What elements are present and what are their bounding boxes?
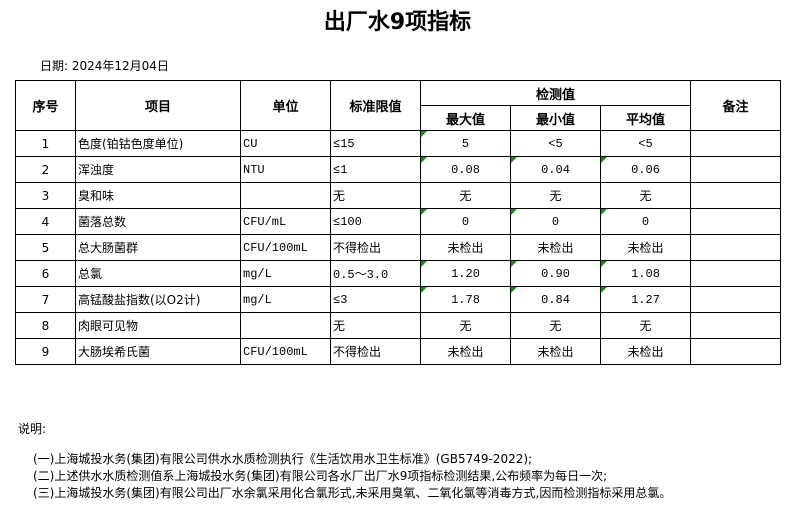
- table-row: 1 色度(铂钴色度单位) CU ≤15 5 <5 <5: [15, 130, 781, 157]
- cell-remark: [690, 312, 781, 339]
- cell-item: 总大肠菌群: [75, 234, 241, 261]
- cell-min: 无: [510, 182, 601, 209]
- table-row: 9 大肠埃希氏菌 CFU/100mL 不得检出 未检出 未检出 未检出: [15, 338, 781, 365]
- cell-no: 8: [15, 312, 76, 339]
- table-row: 5 总大肠菌群 CFU/100mL 不得检出 未检出 未检出 未检出: [15, 234, 781, 261]
- water-quality-table: 序号 项目 单位 标准限值 检测值 备注 最大值 最小值 平均值 1 色度(铂钴色…: [15, 80, 781, 365]
- cell-max: 0: [420, 208, 511, 235]
- table-row: 8 肉眼可见物无无无无: [15, 312, 781, 339]
- cell-std: 不得检出: [330, 234, 421, 261]
- cell-max: 0.08: [420, 156, 511, 183]
- header-max: 最大值: [420, 105, 511, 131]
- cell-item: 浑浊度: [75, 156, 241, 183]
- cell-unit: CFU/100mL: [240, 234, 331, 261]
- header-measured: 检测值: [420, 80, 691, 106]
- header-avg: 平均值: [600, 105, 691, 131]
- cell-no: 6: [15, 260, 76, 287]
- table-row: 3 臭和味无无无无: [15, 182, 781, 209]
- cell-min: 未检出: [510, 234, 601, 261]
- cell-unit: mg/L: [240, 260, 331, 287]
- cell-remark: [690, 182, 781, 209]
- cell-min: <5: [510, 130, 601, 157]
- cell-unit: CFU/100mL: [240, 338, 331, 365]
- cell-max: 1.20: [420, 260, 511, 287]
- cell-remark: [690, 130, 781, 157]
- cell-std: 无: [330, 182, 421, 209]
- cell-max: 5: [420, 130, 511, 157]
- cell-avg: 1.27: [600, 286, 691, 313]
- cell-no: 3: [15, 182, 76, 209]
- cell-item: 大肠埃希氏菌: [75, 338, 241, 365]
- cell-std: ≤15: [330, 130, 421, 157]
- notes-label: 说明:: [18, 422, 47, 436]
- cell-avg: 无: [600, 312, 691, 339]
- cell-no: 1: [15, 130, 76, 157]
- cell-avg: 未检出: [600, 234, 691, 261]
- cell-avg: 1.08: [600, 260, 691, 287]
- cell-item: 肉眼可见物: [75, 312, 241, 339]
- note-line: (二)上述供水水质检测值系上海城投水务(集团)有限公司各水厂出厂水9项指标检测结…: [33, 469, 608, 483]
- cell-unit: NTU: [240, 156, 331, 183]
- cell-std: 不得检出: [330, 338, 421, 365]
- cell-remark: [690, 156, 781, 183]
- cell-min: 0.84: [510, 286, 601, 313]
- cell-avg: 0: [600, 208, 691, 235]
- cell-remark: [690, 260, 781, 287]
- cell-std: ≤1: [330, 156, 421, 183]
- note-line: (三)上海城投水务(集团)有限公司出厂水余氯采用化合氯形式,未采用臭氧、二氧化氯…: [33, 486, 672, 500]
- cell-remark: [690, 234, 781, 261]
- cell-max: 未检出: [420, 338, 511, 365]
- cell-item: 总氯: [75, 260, 241, 287]
- cell-item: 高锰酸盐指数(以O2计): [75, 286, 241, 313]
- cell-unit: mg/L: [240, 286, 331, 313]
- cell-remark: [690, 208, 781, 235]
- cell-no: 9: [15, 338, 76, 365]
- cell-std: ≤3: [330, 286, 421, 313]
- cell-avg: 未检出: [600, 338, 691, 365]
- cell-std: 0.5～3.0: [330, 260, 421, 287]
- cell-max: 无: [420, 182, 511, 209]
- cell-unit: [240, 182, 331, 209]
- cell-no: 5: [15, 234, 76, 261]
- cell-item: 臭和味: [75, 182, 241, 209]
- cell-no: 4: [15, 208, 76, 235]
- header-index: 序号: [15, 80, 76, 131]
- cell-std: 无: [330, 312, 421, 339]
- cell-min: 0.90: [510, 260, 601, 287]
- cell-std: ≤100: [330, 208, 421, 235]
- table-row: 4 菌落总数 CFU/mL ≤100 0 0 0: [15, 208, 781, 235]
- cell-remark: [690, 286, 781, 313]
- cell-remark: [690, 338, 781, 365]
- header-unit: 单位: [240, 80, 331, 131]
- cell-unit: CU: [240, 130, 331, 157]
- table-row: 7 高锰酸盐指数(以O2计) mg/L ≤3 1.78 0.84 1.27: [15, 286, 781, 313]
- cell-unit: CFU/mL: [240, 208, 331, 235]
- cell-avg: 0.06: [600, 156, 691, 183]
- header-item: 项目: [75, 80, 241, 131]
- cell-min: 未检出: [510, 338, 601, 365]
- cell-max: 未检出: [420, 234, 511, 261]
- header-standard: 标准限值: [330, 80, 421, 131]
- cell-unit: [240, 312, 331, 339]
- page-title: 出厂水9项指标: [323, 10, 472, 35]
- cell-item: 色度(铂钴色度单位): [75, 130, 241, 157]
- cell-avg: 无: [600, 182, 691, 209]
- note-line: (一)上海城投水务(集团)有限公司供水水质检测执行《生活饮用水卫生标准》(GB5…: [33, 452, 533, 466]
- cell-max: 1.78: [420, 286, 511, 313]
- cell-min: 0: [510, 208, 601, 235]
- table-row: 2 浑浊度 NTU ≤1 0.08 0.04 0.06: [15, 156, 781, 183]
- report-date: 日期: 2024年12月04日: [40, 59, 169, 73]
- cell-avg: <5: [600, 130, 691, 157]
- cell-max: 无: [420, 312, 511, 339]
- header-remark: 备注: [690, 80, 781, 131]
- cell-min: 无: [510, 312, 601, 339]
- cell-item: 菌落总数: [75, 208, 241, 235]
- cell-no: 7: [15, 286, 76, 313]
- cell-no: 2: [15, 156, 76, 183]
- cell-min: 0.04: [510, 156, 601, 183]
- table-row: 6 总氯 mg/L 0.5～3.0 1.20 0.90 1.08: [15, 260, 781, 287]
- header-min: 最小值: [510, 105, 601, 131]
